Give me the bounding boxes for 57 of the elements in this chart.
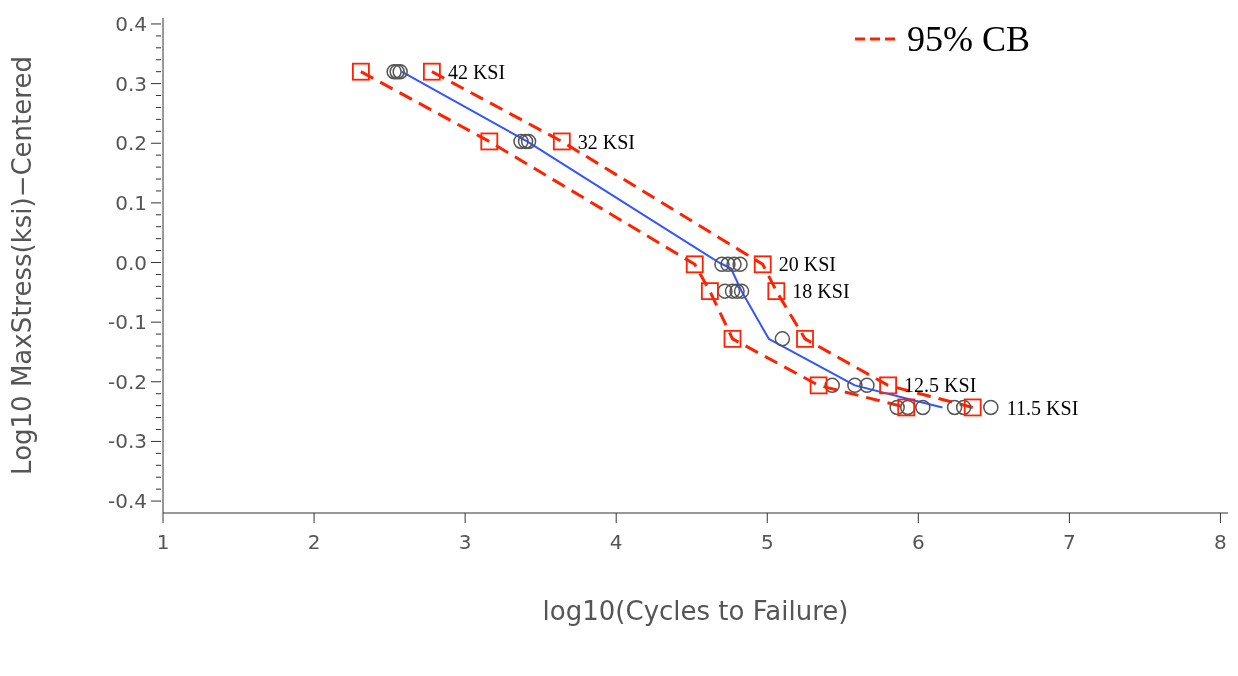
point [422,62,441,81]
annotation: 11.5 KSI [1006,396,1079,419]
x-tick-label: 4 [609,530,623,554]
point [774,331,791,347]
point [351,62,370,81]
legend-label: 95% CB [906,18,1030,60]
y-axis-title: Log10 MaxStress(ksi)−Centered [7,56,38,475]
point [983,399,999,416]
point [733,283,750,299]
y-tick-label: -0.2 [107,369,147,394]
point [720,256,736,273]
point [513,133,529,150]
point [824,377,840,394]
annotation: 18 KSI [792,280,850,303]
y-tick-label: 0.1 [115,190,147,215]
point [796,329,814,348]
point [963,398,982,417]
y-tick-label: 0.3 [115,71,147,96]
point [809,376,828,395]
point [552,132,571,151]
annotation: 42 KSI [447,60,506,83]
y-tick-label: -0.3 [107,429,147,454]
point [847,377,863,394]
y-tick-label: -0.1 [107,310,147,335]
point [700,282,719,301]
point [729,283,745,299]
point [726,256,742,273]
annotation: 32 KSI [577,130,636,153]
x-tick-label: 7 [1063,530,1076,554]
point [685,255,704,274]
point [724,283,741,299]
point [955,399,972,416]
x-tick-label: 8 [1214,530,1227,554]
point [879,376,898,395]
y-tick-label: 0.0 [115,250,147,275]
point [753,255,772,274]
y-tick-label: -0.4 [107,489,147,514]
x-axis-title: log10(Cycles to Failure) [542,596,849,626]
x-tick-label: 2 [307,530,321,554]
point [717,283,733,299]
point [859,377,875,394]
annotation: 20 KSI [778,253,836,276]
point [723,329,742,348]
x-tick-label: 1 [156,530,170,554]
point [915,399,931,416]
y-tick-label: 0.2 [115,131,147,156]
x-tick-label: 3 [458,530,472,554]
point [767,282,786,301]
point [480,132,499,151]
annotation: 12.5 KSI [904,374,977,397]
x-tick-label: 6 [911,530,925,554]
point [732,256,748,273]
point [889,399,905,416]
point [714,256,730,273]
x-tick-label: 5 [760,530,774,554]
point [946,399,963,416]
y-tick-label: 0.4 [115,11,147,36]
